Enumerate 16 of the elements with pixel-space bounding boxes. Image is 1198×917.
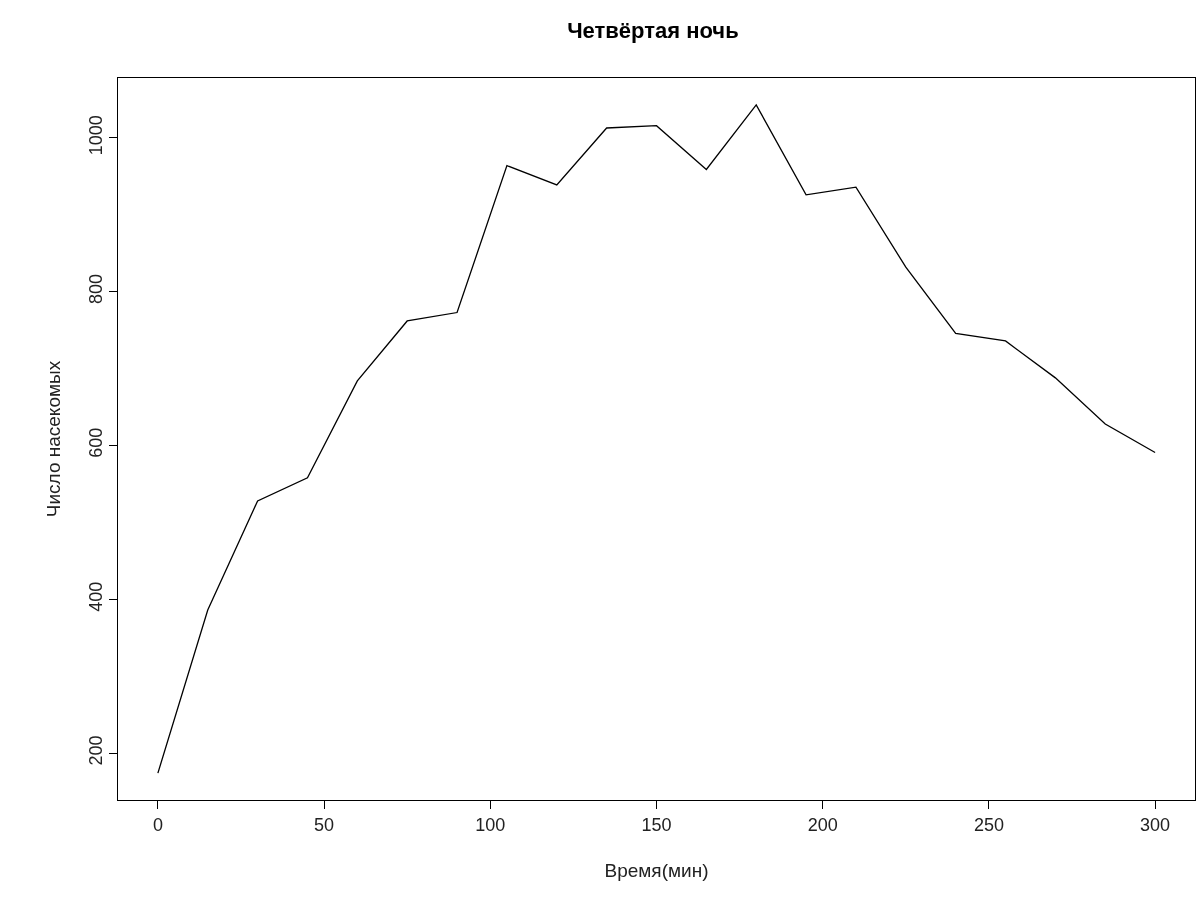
x-tick-label: 300 [1140,814,1171,835]
y-tick-label: 200 [85,735,106,766]
y-axis-title: Число насекомых [42,360,64,518]
x-tick-label: 100 [475,814,506,835]
x-axis-title: Время(мин) [604,860,709,882]
x-tick-label: 150 [641,814,672,835]
y-tick-label: 600 [85,427,106,458]
chart-title: Четвёртая ночь [567,18,739,44]
y-tick-label: 400 [85,581,106,612]
x-tick-label: 50 [314,814,335,835]
x-tick-label: 0 [152,814,163,835]
y-tick-label: 800 [85,274,106,305]
y-tick-label: 1000 [85,115,106,156]
x-tick-label: 250 [973,814,1004,835]
line-series [157,104,1156,774]
x-tick-label: 200 [807,814,838,835]
